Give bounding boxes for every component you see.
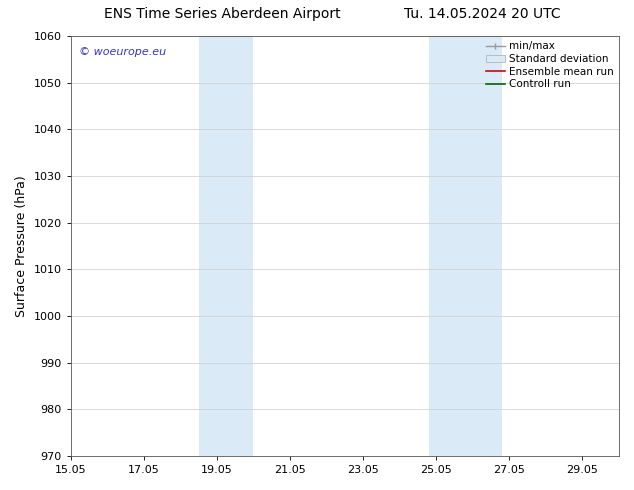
Y-axis label: Surface Pressure (hPa): Surface Pressure (hPa) xyxy=(15,175,28,317)
Bar xyxy=(198,36,254,456)
Text: © woeurope.eu: © woeurope.eu xyxy=(79,47,166,57)
Bar xyxy=(429,36,502,456)
Legend: min/max, Standard deviation, Ensemble mean run, Controll run: min/max, Standard deviation, Ensemble me… xyxy=(486,41,614,89)
Text: Tu. 14.05.2024 20 UTC: Tu. 14.05.2024 20 UTC xyxy=(403,7,560,22)
Text: ENS Time Series Aberdeen Airport: ENS Time Series Aberdeen Airport xyxy=(103,7,340,22)
